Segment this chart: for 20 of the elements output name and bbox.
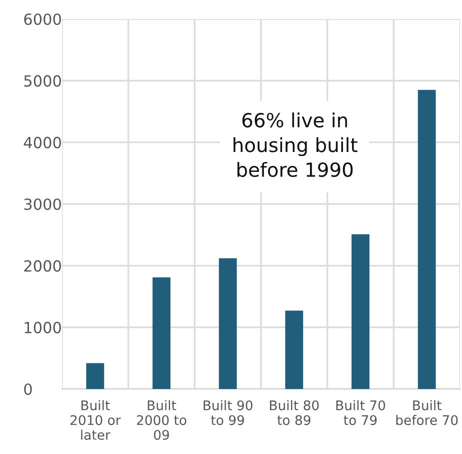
bar — [285, 310, 304, 389]
x-tick-label: Built before 70 — [396, 400, 458, 426]
bar — [152, 277, 170, 389]
y-tick-label: 1000 — [24, 322, 61, 334]
x-tick-label: Built 2000 to 09 — [136, 400, 186, 440]
y-tick-label: 5000 — [24, 75, 61, 87]
x-tick-label: Built 70 to 79 — [336, 400, 386, 426]
x-tick-label: Built 2010 or later — [70, 400, 121, 440]
x-tick-label: Built 90 to 99 — [204, 400, 252, 426]
bar — [218, 258, 237, 389]
y-tick-label: 3000 — [24, 198, 61, 210]
y-tick-label: 6000 — [24, 13, 61, 26]
annotation: 66% live in housing built before 1990 — [234, 112, 358, 178]
bar — [418, 90, 436, 389]
x-tick-label: Built 80 to 89 — [270, 400, 319, 426]
y-tick-label: 4000 — [24, 136, 61, 148]
y-tick-label: 0 — [24, 383, 32, 396]
bar — [86, 363, 104, 389]
y-tick-label: 2000 — [24, 260, 61, 272]
bar — [352, 234, 370, 389]
